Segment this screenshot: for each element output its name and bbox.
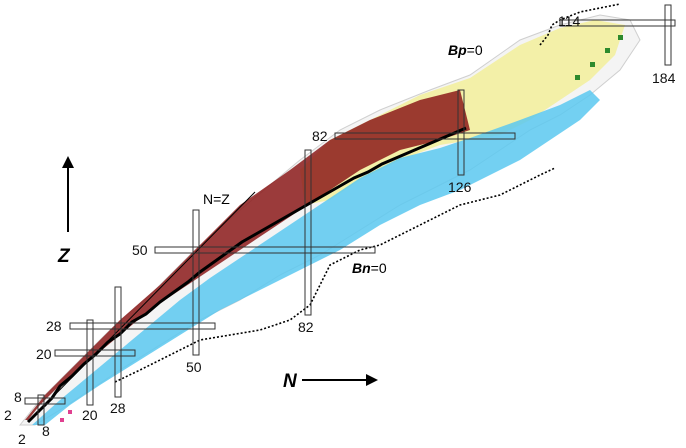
neutron-drip-val: =0 xyxy=(371,260,387,276)
z-axis-arrowhead xyxy=(62,156,74,168)
z-magic-2: 2 xyxy=(4,407,12,423)
proton-drip-var: Bp xyxy=(448,42,467,58)
z-magic-20: 20 xyxy=(36,346,52,362)
fission-marker xyxy=(590,62,595,67)
z-magic-28: 28 xyxy=(46,318,62,334)
n-axis-label: N xyxy=(283,371,298,392)
n-equals-z-label: N=Z xyxy=(203,191,230,207)
n-axis-arrowhead xyxy=(366,374,378,386)
proton-emission-marker xyxy=(60,418,64,422)
n-band-20 xyxy=(86,319,94,406)
magic-number-bands xyxy=(24,4,676,426)
n-magic-20: 20 xyxy=(82,407,98,423)
n-band-82 xyxy=(304,149,312,316)
z-band-114 xyxy=(559,19,676,27)
z-magic-8: 8 xyxy=(14,389,22,405)
beta-plus-region xyxy=(25,90,470,420)
nuclide-regions xyxy=(18,14,641,426)
n-magic-8: 8 xyxy=(42,423,50,439)
z-band-8 xyxy=(24,397,66,405)
z-band-20 xyxy=(54,349,136,357)
n-axis: N xyxy=(283,371,378,392)
n-band-184 xyxy=(664,4,672,66)
z-axis-label: Z xyxy=(57,246,71,267)
z-band-82 xyxy=(334,132,516,140)
fission-marker xyxy=(618,35,623,40)
z-magic-82: 82 xyxy=(312,128,328,144)
proton-drip-label: Bp=0 xyxy=(448,42,483,58)
proton-emission-marker xyxy=(68,410,72,414)
z-band-28 xyxy=(69,322,216,330)
z-magic-114: 114 xyxy=(558,13,581,29)
neutron-drip-label: Bn=0 xyxy=(352,260,387,276)
n-magic-82: 82 xyxy=(298,319,314,335)
n-band-28 xyxy=(114,286,122,398)
n-equals-z-line xyxy=(29,191,256,421)
proton-drip-val: =0 xyxy=(467,42,483,58)
neutron-drip-var: Bn xyxy=(352,260,371,276)
n-magic-28: 28 xyxy=(110,400,126,416)
n-magic-126: 126 xyxy=(448,179,472,195)
n-band-50 xyxy=(192,209,200,356)
n-band-126 xyxy=(457,89,465,176)
n-band-8 xyxy=(37,394,45,426)
n-magic-2: 2 xyxy=(18,431,26,447)
n-magic-184: 184 xyxy=(652,70,676,86)
fission-marker xyxy=(605,48,610,53)
n-magic-50: 50 xyxy=(186,359,202,375)
z-axis: Z xyxy=(57,156,74,267)
z-band-50 xyxy=(154,246,376,254)
fission-marker xyxy=(575,75,580,80)
z-magic-50: 50 xyxy=(132,242,148,258)
